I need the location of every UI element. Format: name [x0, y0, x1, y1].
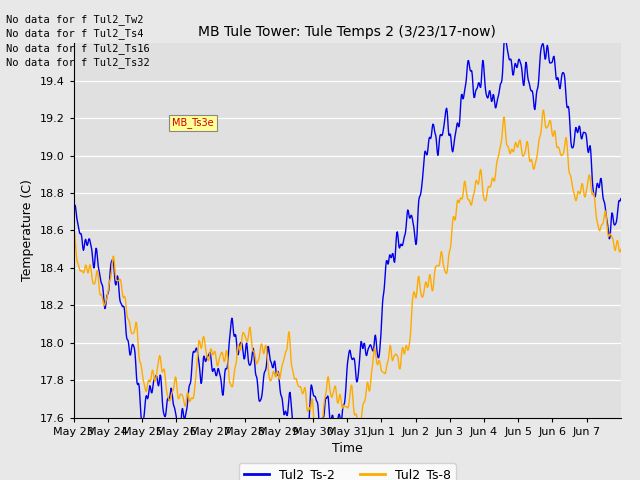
- Tul2_Ts-8: [311, 428, 319, 433]
- Tul2_Ts-8: [291, 376, 299, 382]
- Tul2_Ts-2: [311, 394, 319, 399]
- Tul2_Ts-8: [540, 107, 547, 113]
- Tul2_Ts-2: [294, 454, 302, 460]
- Tul2_Ts-2: [125, 348, 133, 354]
- Text: MB_Ts3e: MB_Ts3e: [172, 118, 214, 129]
- Tul2_Ts-2: [508, 58, 515, 63]
- Text: No data for f Tul2_Tw2
No data for f Tul2_Ts4
No data for f Tul2_Ts16
No data fo: No data for f Tul2_Tw2 No data for f Tul…: [6, 14, 150, 68]
- X-axis label: Time: Time: [332, 442, 363, 455]
- Y-axis label: Temperature (C): Temperature (C): [21, 180, 34, 281]
- Tul2_Ts-2: [446, 131, 454, 137]
- Title: MB Tule Tower: Tule Temps 2 (3/23/17-now): MB Tule Tower: Tule Temps 2 (3/23/17-now…: [198, 25, 496, 39]
- Tul2_Ts-2: [291, 441, 299, 446]
- Tul2_Ts-8: [125, 320, 133, 325]
- Tul2_Ts-8: [70, 229, 77, 235]
- Tul2_Ts-2: [501, 33, 509, 38]
- Tul2_Ts-2: [70, 215, 77, 221]
- Tul2_Ts-8: [446, 247, 454, 253]
- Tul2_Ts-8: [315, 431, 323, 437]
- Tul2_Ts-8: [507, 150, 515, 156]
- Tul2_Ts-8: [617, 246, 625, 252]
- Tul2_Ts-2: [497, 80, 505, 86]
- Tul2_Ts-8: [497, 141, 505, 147]
- Tul2_Ts-2: [617, 196, 625, 202]
- Line: Tul2_Ts-8: Tul2_Ts-8: [74, 110, 621, 434]
- Legend: Tul2_Ts-2, Tul2_Ts-8: Tul2_Ts-2, Tul2_Ts-8: [239, 463, 456, 480]
- Line: Tul2_Ts-2: Tul2_Ts-2: [74, 36, 621, 457]
